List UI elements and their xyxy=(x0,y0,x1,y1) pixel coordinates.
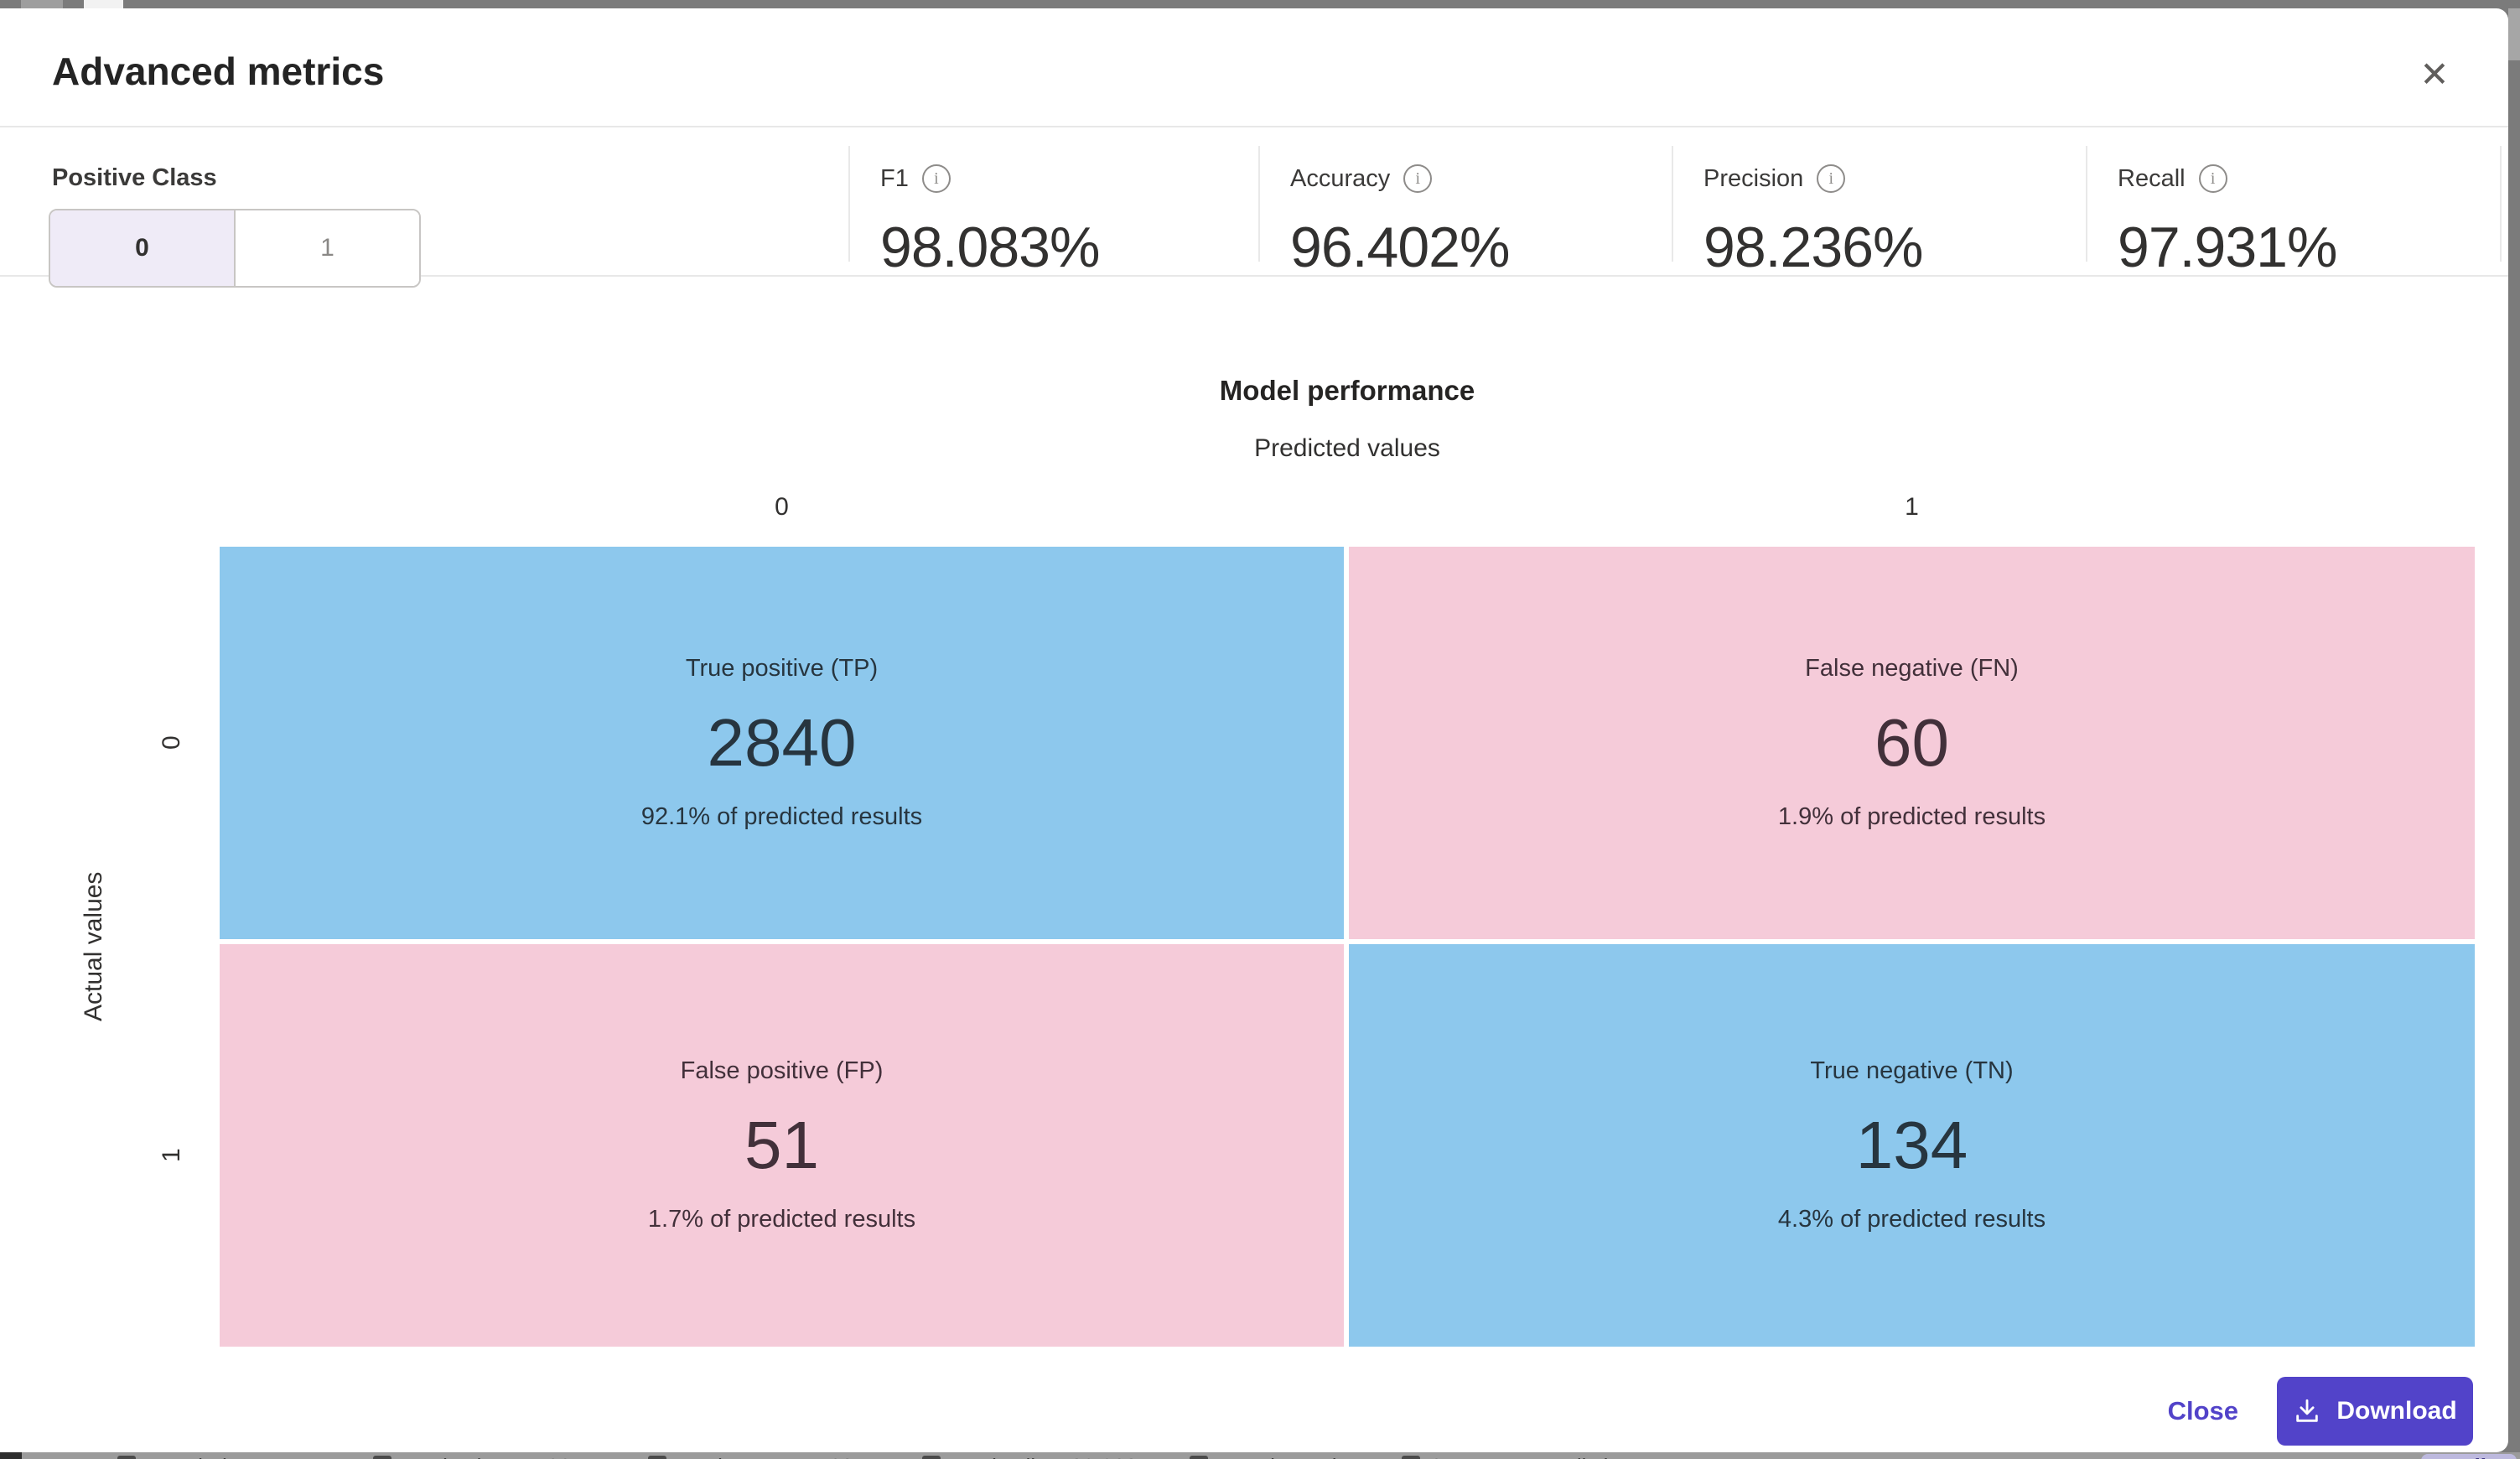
cell-value: 2840 xyxy=(707,705,857,780)
status-item-rows: Total rows: 15,420 xyxy=(648,1454,853,1459)
cell-value: 134 xyxy=(1855,1108,1968,1182)
cell-value: 60 xyxy=(1874,705,1949,780)
metric-recall-value: 97.931% xyxy=(2118,215,2337,279)
cell-false-positive: False positive (FP) 51 1.7% of predicted… xyxy=(220,944,1344,1347)
cells-icon xyxy=(922,1456,941,1459)
metric-f1-value: 98.083% xyxy=(880,215,1100,279)
cell-caption: 92.1% of predicted results xyxy=(640,803,923,830)
info-icon[interactable]: i xyxy=(1403,164,1433,193)
advanced-metrics-dialog: Advanced metrics ✕ Positive Class 0 1 F1… xyxy=(0,8,2508,1452)
confusion-matrix: True positive (TP) 2840 92.1% of predict… xyxy=(220,547,2475,1347)
actual-row-label-0: 0 xyxy=(158,735,185,750)
cell-label: True positive (TP) xyxy=(685,655,879,682)
chart-xlabel: Predicted values xyxy=(1254,434,1440,462)
positive-class-option-0[interactable]: 0 xyxy=(50,210,236,286)
status-item-file: Fraud_data.csv xyxy=(117,1454,296,1459)
rows-icon xyxy=(648,1456,666,1459)
chart-title: Model performance xyxy=(1219,375,1475,406)
predicted-col-label-0: 0 xyxy=(775,493,789,521)
positive-class-label: Positive Class xyxy=(52,164,217,191)
cell-caption: 1.9% of predicted results xyxy=(1777,803,2046,830)
predict-button: Predict xyxy=(2421,1454,2517,1459)
download-button-label: Download xyxy=(2336,1397,2457,1425)
info-icon[interactable]: i xyxy=(2198,164,2227,193)
close-icon[interactable]: ✕ xyxy=(2419,54,2450,94)
metrics-bar: Positive Class 0 1 F1 i 98.083% Accuracy… xyxy=(0,127,2508,288)
cell-caption: 1.7% of predicted results xyxy=(647,1206,916,1233)
backdrop-corner-wedge xyxy=(0,1452,22,1459)
chart-ylabel: Actual values xyxy=(80,871,107,1022)
dialog-footer: Close Download xyxy=(2168,1377,2473,1446)
page-title: Advanced metrics xyxy=(52,49,385,93)
download-icon xyxy=(2296,1399,2319,1422)
close-button[interactable]: Close xyxy=(2167,1396,2238,1425)
cell-true-positive: True positive (TP) 2840 92.1% of predict… xyxy=(220,547,1344,939)
filter-icon xyxy=(1402,1456,1420,1459)
header-divider xyxy=(0,126,2508,127)
cell-caption: 4.3% of predicted results xyxy=(1777,1206,2046,1233)
cell-label: True negative (TN) xyxy=(1810,1057,2014,1084)
metric-f1: F1 i 98.083% xyxy=(848,127,1258,279)
download-button[interactable]: Download xyxy=(2277,1377,2473,1446)
status-item-target-column: FraudFound_P xyxy=(1190,1454,1363,1459)
info-icon[interactable]: i xyxy=(921,164,951,193)
backdrop-top-segment xyxy=(21,0,63,8)
positive-class-toggle: 0 1 xyxy=(49,209,421,288)
backdrop-right-strip xyxy=(2508,8,2520,60)
metric-f1-label: F1 xyxy=(880,164,909,192)
columns-icon xyxy=(373,1456,391,1459)
info-icon[interactable]: i xyxy=(1817,164,1846,193)
backdrop-bottom-strip: Fraud_data.csv Total columns: 33 Total r… xyxy=(0,1452,2520,1459)
cell-label: False negative (FN) xyxy=(1805,655,2019,682)
metric-precision: Precision i 98.236% xyxy=(1672,127,2086,279)
cell-label: False positive (FP) xyxy=(680,1057,884,1084)
table-icon xyxy=(117,1456,136,1459)
cell-value: 51 xyxy=(744,1108,819,1182)
status-item-columns: Total columns: 33 xyxy=(373,1454,571,1459)
metric-accuracy: Accuracy i 96.402% xyxy=(1258,127,1672,279)
predicted-col-label-1: 1 xyxy=(1905,493,1919,521)
metric-recall-label: Recall xyxy=(2118,164,2186,192)
metric-precision-value: 98.236% xyxy=(1703,215,1923,279)
cell-false-negative: False negative (FN) 60 1.9% of predicted… xyxy=(1349,547,2475,939)
status-item-prediction-type: 2 category prediction xyxy=(1402,1454,1632,1459)
backdrop-top-white-segment xyxy=(84,0,123,8)
actual-row-label-1: 1 xyxy=(158,1148,185,1163)
positive-class-option-1[interactable]: 1 xyxy=(236,210,419,286)
metric-accuracy-label: Accuracy xyxy=(1290,164,1391,192)
positive-class-section: Positive Class 0 1 xyxy=(0,127,848,288)
metric-accuracy-value: 96.402% xyxy=(1290,215,1510,279)
column-type-icon xyxy=(1190,1456,1208,1459)
metric-precision-label: Precision xyxy=(1703,164,1804,192)
metric-auc: AUC i 0.976 xyxy=(2500,127,2508,275)
metric-recall: Recall i 97.931% xyxy=(2086,127,2500,279)
cell-true-negative: True negative (TN) 134 4.3% of predicted… xyxy=(1349,944,2475,1347)
status-item-cells: Total cells: 508,860 xyxy=(922,1454,1138,1459)
